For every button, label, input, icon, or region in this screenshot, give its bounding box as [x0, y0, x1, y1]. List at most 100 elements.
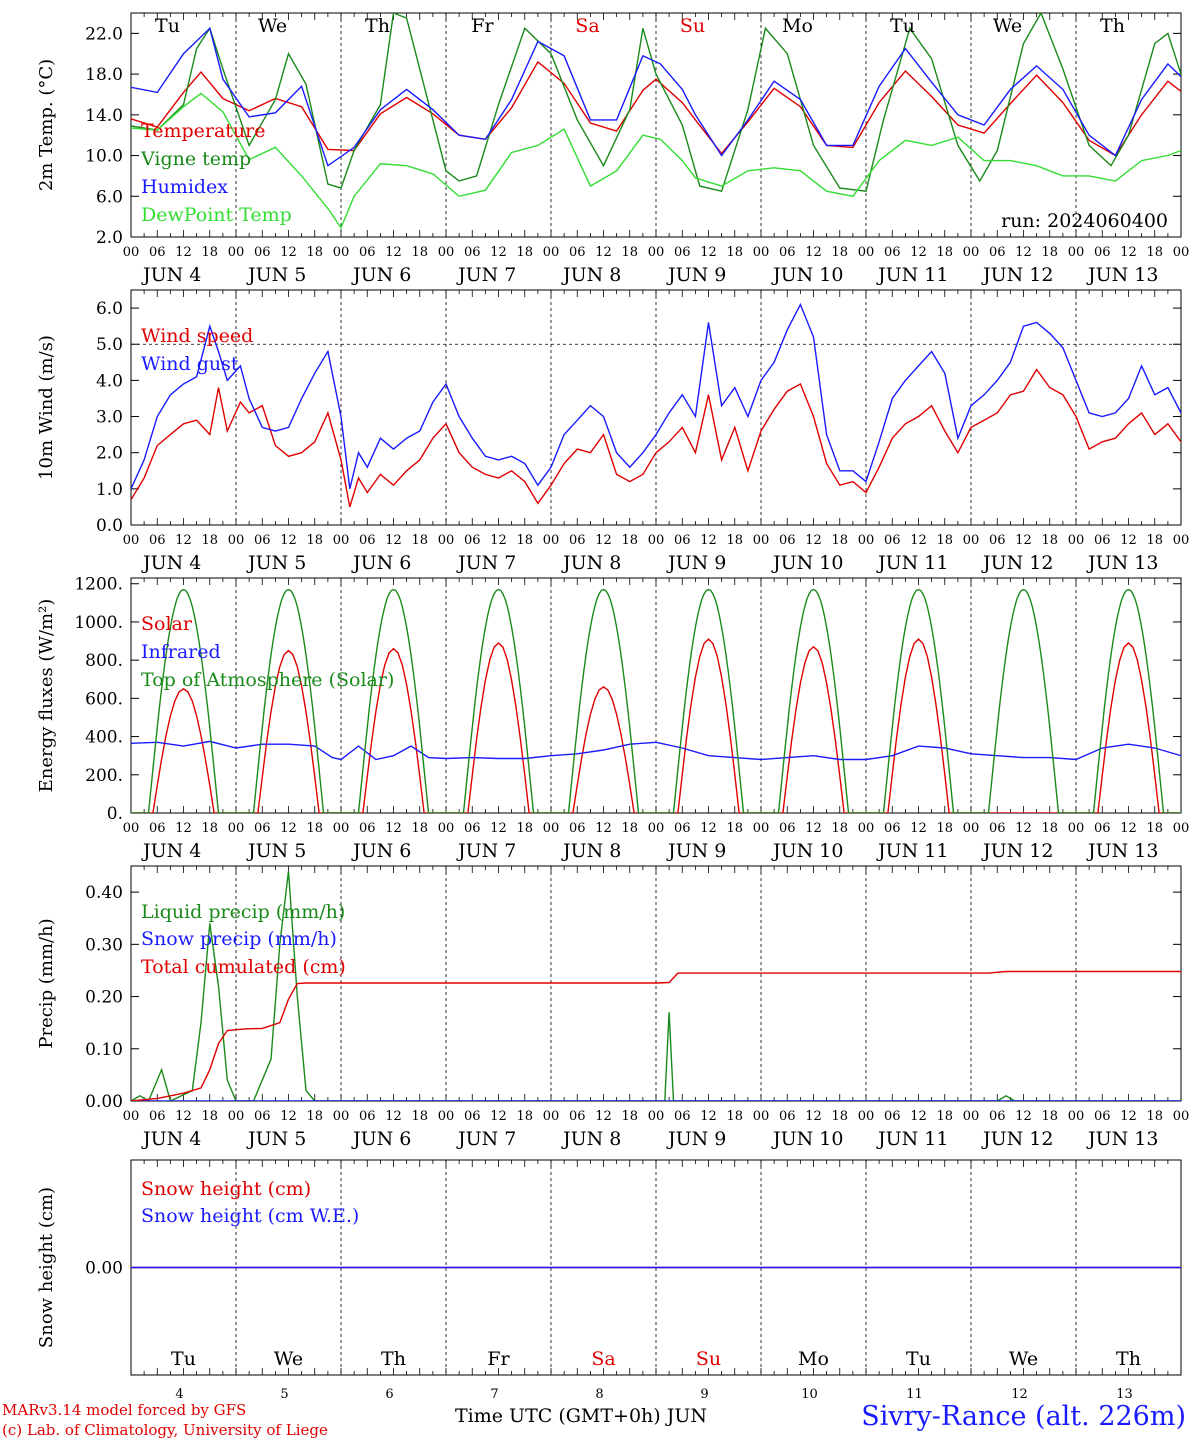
series-line-red [131, 368, 1181, 508]
legend-entry: Vigne temp [140, 148, 251, 170]
date-label: JUN 12 [981, 552, 1053, 574]
date-label: JUN 13 [1086, 264, 1158, 286]
hour-tick-label: 12 [1015, 821, 1032, 836]
y-tick-label: 200. [85, 766, 123, 786]
hour-tick-label: 18 [1146, 245, 1163, 260]
weekday-label-bottom: Sa [591, 1348, 615, 1370]
day-number-label: 7 [490, 1387, 498, 1402]
hour-tick-label: 18 [936, 533, 953, 548]
hour-tick-label: 06 [569, 245, 586, 260]
date-label: JUN 5 [246, 1128, 306, 1150]
date-label: JUN 11 [876, 1128, 948, 1150]
series-line-green [131, 871, 1181, 1101]
hour-tick-label: 06 [674, 1109, 691, 1124]
hour-tick-label: 00 [228, 533, 245, 548]
series-group [131, 871, 1181, 1101]
hour-tick-label: 12 [175, 1109, 192, 1124]
date-label: JUN 4 [141, 552, 201, 574]
hour-tick-label: 12 [175, 245, 192, 260]
y-tick-label: 0.0 [96, 516, 123, 536]
y-tick-label: 0.10 [85, 1040, 123, 1060]
date-label: JUN 8 [561, 840, 621, 862]
hour-tick-label: 00 [858, 821, 875, 836]
y-tick-label: 2.0 [96, 444, 123, 464]
weekday-label-bottom: Tu [171, 1348, 196, 1370]
date-label: JUN 12 [981, 264, 1053, 286]
hour-tick-label: 18 [726, 533, 743, 548]
date-label: JUN 6 [351, 264, 411, 286]
day-number-label: 8 [595, 1387, 603, 1402]
lab-credit: (c) Lab. of Climatology, University of L… [2, 1421, 328, 1439]
series-line-red [131, 60, 1181, 157]
y-tick-label: 2.0 [96, 228, 123, 248]
hour-tick-label: 12 [490, 245, 507, 260]
hour-tick-label: 00 [648, 533, 665, 548]
hour-tick-label: 18 [411, 821, 428, 836]
hour-tick-label: 00 [123, 533, 140, 548]
weekday-label-bottom: Th [1116, 1348, 1141, 1370]
day-number-label: 9 [700, 1387, 708, 1402]
hour-tick-label: 18 [831, 1109, 848, 1124]
hour-tick-label: 00 [858, 533, 875, 548]
hour-tick-label: 00 [438, 1109, 455, 1124]
hour-tick-label: 12 [700, 245, 717, 260]
hour-tick-label: 18 [621, 1109, 638, 1124]
date-label: JUN 7 [456, 840, 516, 862]
legend-entry: Temperature [141, 120, 265, 142]
y-tick-label: 1200. [74, 575, 123, 595]
hour-tick-label: 18 [516, 1109, 533, 1124]
hour-tick-label: 12 [385, 1109, 402, 1124]
y-tick-label: 0.40 [85, 883, 123, 903]
hour-tick-label: 00 [753, 533, 770, 548]
y-tick-label: 4.0 [96, 371, 123, 391]
y-tick-label: 22.0 [85, 24, 123, 44]
date-label: JUN 4 [141, 1128, 201, 1150]
hour-tick-label: 18 [621, 533, 638, 548]
hour-tick-label: 06 [359, 245, 376, 260]
weekday-label-bottom: Fr [487, 1348, 510, 1370]
hour-tick-label: 12 [1120, 533, 1137, 548]
day-number-label: 11 [906, 1387, 923, 1402]
hour-tick-label: 00 [123, 245, 140, 260]
hour-tick-label: 06 [779, 1109, 796, 1124]
hour-tick-label: 12 [1015, 533, 1032, 548]
hour-tick-label: 12 [805, 533, 822, 548]
hour-tick-label: 00 [333, 821, 350, 836]
hour-tick-label: 12 [1120, 1109, 1137, 1124]
series-line-blue [131, 26, 1181, 167]
hour-tick-label: 06 [254, 1109, 271, 1124]
hour-tick-label: 12 [700, 821, 717, 836]
hour-tick-label: 00 [438, 533, 455, 548]
hour-tick-label: 00 [963, 821, 980, 836]
hour-tick-label: 12 [595, 245, 612, 260]
hour-tick-label: 18 [726, 821, 743, 836]
hour-tick-label: 06 [149, 245, 166, 260]
hour-tick-label: 06 [1094, 533, 1111, 548]
hour-tick-label: 06 [569, 533, 586, 548]
hour-tick-label: 06 [359, 1109, 376, 1124]
hour-tick-label: 18 [831, 245, 848, 260]
hour-tick-label: 06 [674, 245, 691, 260]
date-label: JUN 12 [981, 840, 1053, 862]
hour-tick-label: 12 [280, 821, 297, 836]
hour-tick-label: 12 [175, 821, 192, 836]
date-label: JUN 12 [981, 1128, 1053, 1150]
station-name: Sivry-Rance (alt. 226m) [861, 1401, 1186, 1432]
date-label: JUN 8 [561, 1128, 621, 1150]
hour-tick-label: 18 [411, 533, 428, 548]
date-label: JUN 6 [351, 552, 411, 574]
date-label: JUN 7 [456, 264, 516, 286]
weekday-label-bottom: Tu [906, 1348, 931, 1370]
y-axis-label: Snow height (cm) [36, 1187, 57, 1348]
weekday-label-top: Sa [575, 15, 599, 37]
hour-tick-label: 00 [228, 821, 245, 836]
date-label: JUN 10 [771, 552, 843, 574]
weekday-label-bottom: We [1009, 1348, 1038, 1370]
hour-tick-label: 06 [359, 533, 376, 548]
time-axis-label: Time UTC (GMT+0h) JUN [455, 1405, 707, 1427]
date-label: JUN 7 [456, 1128, 516, 1150]
weekday-label-top: We [258, 15, 287, 37]
hour-tick-label: 06 [149, 1109, 166, 1124]
hour-tick-label: 00 [753, 821, 770, 836]
y-axis-label: 10m Wind (m/s) [36, 335, 57, 480]
